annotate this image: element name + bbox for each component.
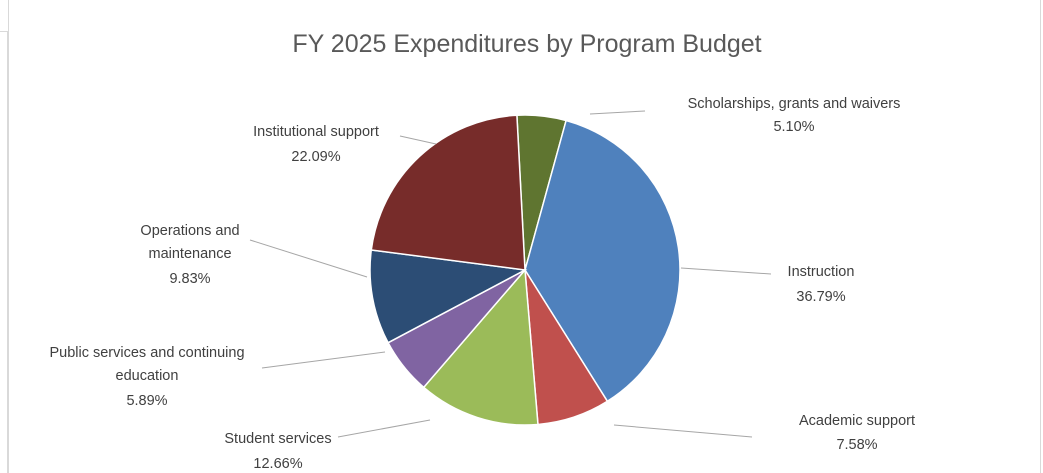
leader-line-0: [589, 110, 646, 115]
leader-line-6: [399, 135, 437, 145]
pie-slices: [369, 114, 681, 426]
data-label-value: 7.58%: [836, 437, 877, 453]
data-label-name: Instruction: [788, 264, 855, 280]
data-label-name: Institutional support: [253, 124, 379, 140]
data-label-value: 36.79%: [796, 289, 845, 305]
chart-frame: [8, 0, 1041, 473]
data-label-value: 5.89%: [126, 393, 167, 409]
data-label-name: Academic support: [799, 413, 915, 429]
data-label-name: Scholarships, grants and waivers: [688, 96, 901, 112]
pie-slice-5: [369, 249, 528, 344]
leader-line-5: [249, 239, 368, 278]
data-label-value: 22.09%: [291, 149, 340, 165]
data-label-value: 9.83%: [169, 271, 210, 287]
leader-line-3: [337, 419, 431, 438]
chart-title: FY 2025 Expenditures by Program Budget: [292, 30, 761, 58]
data-label-name: Student services: [224, 431, 331, 447]
data-label-name: education: [116, 368, 179, 384]
pie-slice-3: [422, 268, 539, 426]
leader-lines: [249, 110, 772, 438]
data-labels: Scholarships, grants and waivers 5.10% Ins…: [49, 96, 915, 472]
leader-line-1: [680, 267, 772, 275]
data-label-name: Operations and: [140, 223, 239, 239]
data-label-name: maintenance: [148, 246, 231, 262]
adjacent-panel-edge: [0, 31, 8, 473]
pie-slice-6: [370, 114, 526, 271]
leader-line-4: [261, 351, 386, 369]
leader-line-2: [613, 424, 753, 438]
data-label-value: 12.66%: [253, 456, 302, 472]
data-label-name: Public services and continuing: [49, 345, 244, 361]
data-label-value: 5.10%: [773, 119, 814, 135]
